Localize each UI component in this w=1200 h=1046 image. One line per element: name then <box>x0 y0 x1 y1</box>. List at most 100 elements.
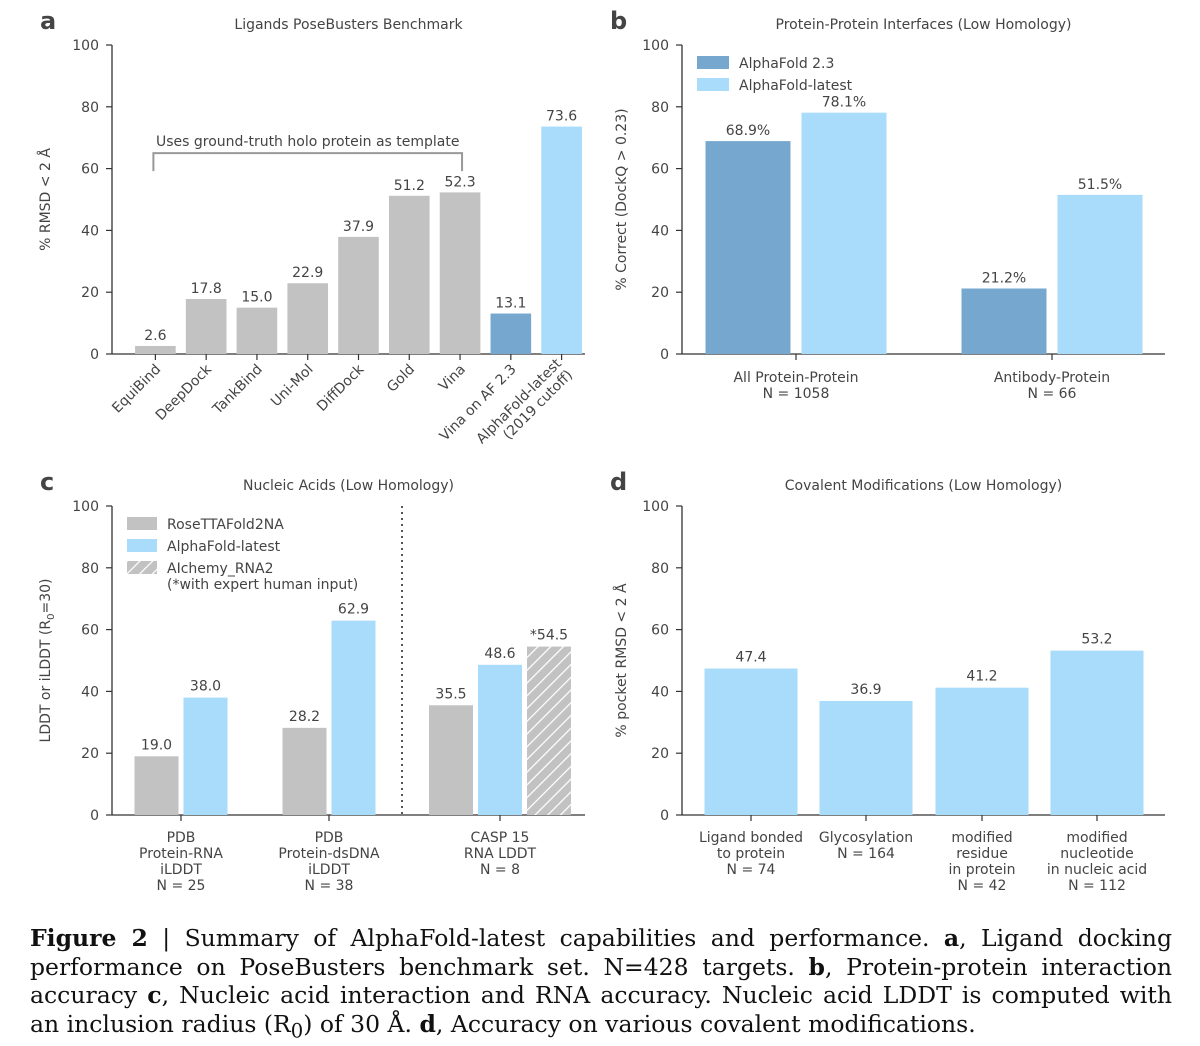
x-tick-label: CASP 15 RNA LDDT N = 8 <box>464 830 537 878</box>
x-tick-label: Vina <box>436 362 469 395</box>
bar-value-label: 36.9 <box>850 682 881 698</box>
x-tick-label: DeepDock <box>153 361 216 424</box>
caption-c-label: c <box>147 981 162 1009</box>
annotation-text: Uses ground-truth holo protein as templa… <box>156 134 460 150</box>
bar-equibind <box>135 345 176 354</box>
bar-gold <box>388 195 430 354</box>
x-tick-label: Ligand bonded to protein N = 74 <box>699 830 803 878</box>
bar-alphafold-latest <box>1057 194 1143 354</box>
legend-label: RoseTTAFold2NA <box>167 517 284 533</box>
y-tick-label: 60 <box>651 162 669 178</box>
x-tick-label: PDB Protein-RNA iLDDT N = 25 <box>139 830 223 894</box>
bar-value-label: 17.8 <box>191 281 222 297</box>
y-tick-label: 60 <box>81 162 99 178</box>
caption-title: Summary of AlphaFold-latest capabilities… <box>184 924 930 952</box>
y-axis-label: % pocket RMSD < 2 Å <box>613 583 630 738</box>
y-tick-label: 20 <box>81 746 99 762</box>
bar-value-label: *54.5 <box>530 628 568 644</box>
bar-deepdock <box>185 298 227 354</box>
bar-alphafold-latest <box>541 126 582 355</box>
y-tick-label: 40 <box>651 223 669 239</box>
bar-value-label: 15.0 <box>241 290 272 306</box>
bar-value-label: 37.9 <box>343 219 374 235</box>
y-tick-label: 80 <box>81 100 99 116</box>
bar-modified <box>935 687 1029 815</box>
legend-swatch <box>127 561 157 574</box>
bar-value-label: 68.9% <box>726 123 770 139</box>
panel-title: Protein-Protein Interfaces (Low Homology… <box>776 17 1072 33</box>
panel-c: c Nucleic Acids (Low Homology) LDDT or iLD… <box>38 468 585 894</box>
caption-a-label: a <box>943 924 960 952</box>
caption-c-text2: ) of 30 Å. <box>303 1009 420 1038</box>
legend-label: AIchemy_RNA2 (*with expert human input) <box>167 561 358 593</box>
x-tick-label: PDB Protein-dsDNA iLDDT N = 38 <box>278 830 380 894</box>
y-tick-label: 0 <box>90 808 99 824</box>
bar-value-label: 62.9 <box>338 602 369 618</box>
legend-swatch <box>697 78 729 91</box>
bar-alphafold-latest <box>183 697 228 815</box>
y-tick-label: 40 <box>81 684 99 700</box>
bar-alphafold-latest <box>331 620 376 815</box>
bar-value-label: 52.3 <box>444 174 475 190</box>
y-axis-label: LDDT or iLDDT (R0=30) <box>38 579 57 743</box>
y-tick-label: 60 <box>651 623 669 639</box>
x-tick-label: Uni-Mol <box>268 362 317 411</box>
bar-rosettafold2na <box>134 756 179 815</box>
bar-value-label: 53.2 <box>1081 632 1112 648</box>
bar-value-label: 48.6 <box>484 646 515 662</box>
figure-panels: a Ligands PoseBusters Benchmark % RMSD < 2… <box>37 7 1165 894</box>
x-tick-label: Gold <box>384 362 418 396</box>
y-tick-label: 40 <box>651 684 669 700</box>
caption-sep: | <box>147 924 185 952</box>
bar-alphafold-latest <box>478 664 522 815</box>
y-tick-label: 20 <box>651 285 669 301</box>
y-tick-label: 0 <box>660 808 669 824</box>
y-tick-label: 0 <box>90 347 99 363</box>
y-tick-label: 20 <box>81 285 99 301</box>
panel-letter: b <box>610 7 627 35</box>
bar-value-label: 28.2 <box>289 709 320 725</box>
bar-alphafold-latest <box>801 112 887 355</box>
legend-label: AlphaFold-latest <box>739 78 853 94</box>
y-tick-label: 0 <box>660 347 669 363</box>
bar-rosettafold2na <box>282 727 327 815</box>
bar-value-label: 38.0 <box>190 679 221 695</box>
bar-vina <box>439 192 481 354</box>
legend-label: AlphaFold 2.3 <box>739 56 834 72</box>
legend-swatch <box>127 539 157 552</box>
bar-value-label: 35.5 <box>435 686 466 702</box>
bar-glycosylation <box>819 700 913 815</box>
panel-b: b Protein-Protein Interfaces (Low Homolog… <box>610 7 1165 402</box>
y-tick-label: 80 <box>651 100 669 116</box>
bar-vina-on-af-2-3 <box>490 313 532 354</box>
bar-rosettafold2na <box>429 705 473 815</box>
x-tick-label: All Protein-Protein N = 1058 <box>733 370 858 402</box>
y-tick-label: 100 <box>642 499 669 515</box>
bar-value-label: 73.6 <box>546 109 577 125</box>
panel-d: d Covalent Modifications (Low Homology) % … <box>610 468 1165 894</box>
panel-a: a Ligands PoseBusters Benchmark % RMSD < 2… <box>37 7 585 447</box>
bar-uni-mol <box>287 283 329 354</box>
legend-swatch <box>127 517 157 530</box>
bar-aichemy-rna2 <box>527 646 571 815</box>
caption-a-text: , Ligand docking performance on PoseBust… <box>30 924 1172 981</box>
bar-value-label: 22.9 <box>292 265 323 281</box>
annotation-bracket <box>152 152 464 172</box>
bar-value-label: 2.6 <box>144 328 166 344</box>
bar-tankbind <box>236 307 278 354</box>
x-tick-label: Antibody-Protein N = 66 <box>994 370 1110 402</box>
y-tick-label: 80 <box>651 561 669 577</box>
x-tick-label: TankBind <box>209 362 266 419</box>
bar-value-label: 41.2 <box>966 669 997 685</box>
y-axis-label: % Correct (DockQ > 0.23) <box>614 108 630 290</box>
panel-title: Covalent Modifications (Low Homology) <box>785 478 1062 494</box>
panel-title: Ligands PoseBusters Benchmark <box>234 17 463 33</box>
figure-caption: Figure 2 | Summary of AlphaFold-latest c… <box>30 924 1172 1046</box>
caption-c-sub: 0 <box>290 1019 304 1043</box>
y-tick-label: 100 <box>72 38 99 54</box>
bar-modified <box>1050 650 1144 815</box>
y-tick-label: 40 <box>81 223 99 239</box>
panel-title: Nucleic Acids (Low Homology) <box>243 478 454 494</box>
panel-letter: c <box>40 468 54 496</box>
y-tick-label: 20 <box>651 746 669 762</box>
